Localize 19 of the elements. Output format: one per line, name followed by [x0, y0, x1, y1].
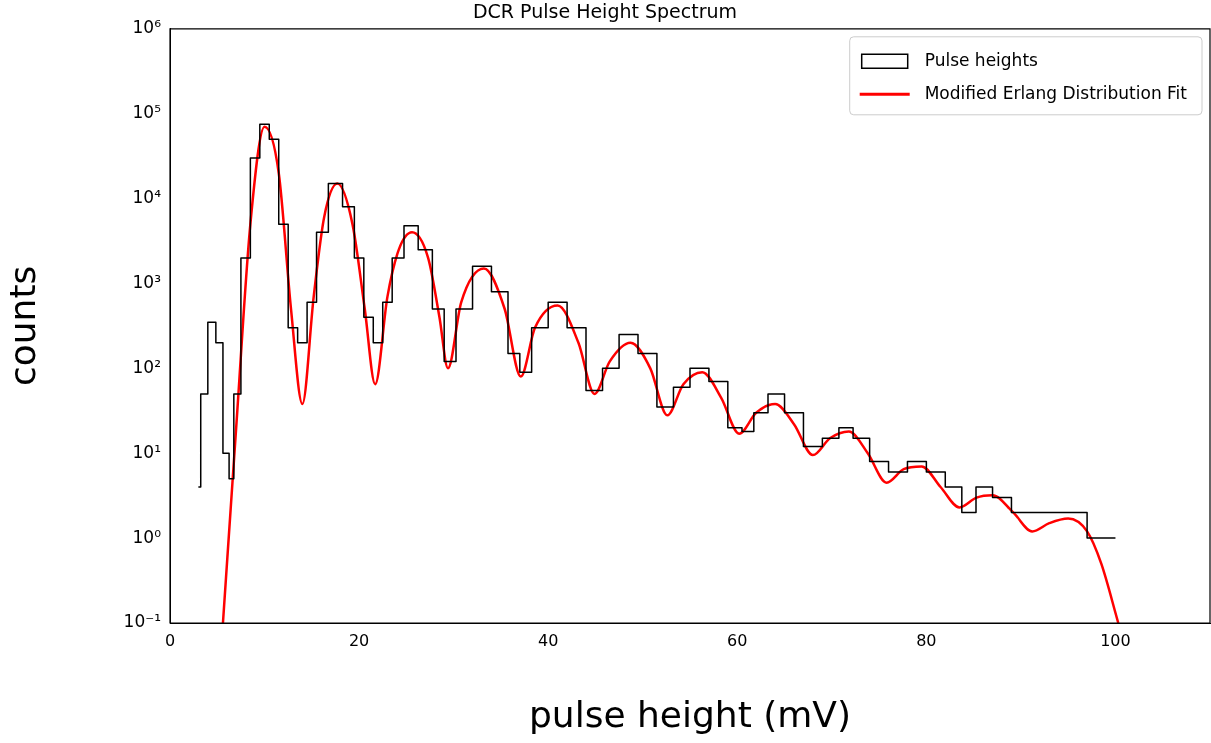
x-tick-label: 20 [348, 630, 370, 650]
y-tick-label: 10¹ [132, 441, 161, 462]
x-tick-label: 60 [727, 630, 748, 650]
chart-title: DCR Pulse Height Spectrum [472, 0, 738, 23]
y-axis-title: counts [1, 265, 43, 387]
y-tick-label: 10⁴ [132, 186, 162, 207]
x-tick-label: 0 [164, 630, 176, 650]
legend-label: Modified Erlang Distribution Fit [924, 82, 1188, 103]
y-tick-label: 10² [132, 356, 161, 377]
x-tick-label: 100 [1100, 630, 1131, 650]
y-tick-label: 10⁰ [132, 526, 162, 547]
y-tick-label: 10⁶ [132, 17, 162, 38]
legend-label: Pulse heights [924, 49, 1039, 70]
x-axis-title: pulse height (mV) [529, 693, 851, 735]
x-tick-label: 40 [538, 630, 559, 650]
x-tick-label: 80 [916, 630, 937, 650]
y-tick-label: 10⁻¹ [123, 611, 161, 632]
y-tick-label: 10³ [132, 271, 161, 292]
y-tick-label: 10⁵ [132, 102, 161, 123]
